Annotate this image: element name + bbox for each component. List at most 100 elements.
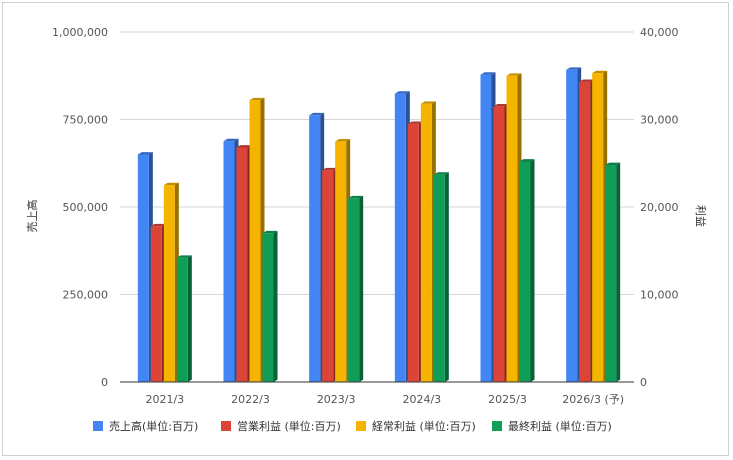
bar-front: [433, 174, 445, 382]
bar-side: [616, 162, 621, 382]
bar-front: [236, 147, 248, 382]
bar-top: [566, 67, 582, 70]
bar: [249, 97, 265, 382]
bar: [519, 159, 535, 382]
right-axis-ticks: 0 10,000 20,000 30,000 40,000: [640, 26, 679, 389]
bar-top: [163, 182, 179, 186]
bar: [605, 162, 621, 382]
legend-swatch: [221, 421, 231, 431]
bar-top: [309, 112, 325, 116]
x-tick-label: 2021/3: [145, 393, 184, 406]
legend-item: 売上高(単位:百万): [93, 419, 198, 433]
bar: [262, 230, 278, 382]
bar-front: [407, 123, 419, 382]
gridlines: [120, 31, 634, 295]
bar-top: [322, 167, 338, 171]
bar-front: [493, 106, 505, 382]
bar-top: [519, 159, 535, 162]
bar-side: [530, 159, 535, 382]
bar-top: [223, 138, 239, 142]
bar-top: [579, 79, 595, 82]
bar: [309, 112, 325, 383]
bar-top: [506, 73, 522, 76]
bar-side: [444, 172, 449, 382]
bar: [348, 195, 364, 382]
bar-front: [605, 165, 617, 382]
bar-top: [262, 230, 278, 234]
x-tick-label: 2024/3: [402, 393, 441, 406]
bar-front: [262, 233, 274, 382]
bar-side: [359, 195, 364, 382]
bar-front: [223, 141, 235, 382]
bar-top: [605, 162, 621, 165]
bar-top: [394, 91, 410, 94]
bar: [579, 79, 595, 382]
bar-top: [176, 255, 192, 258]
bar-top: [433, 172, 449, 175]
left-axis-title: 売上高: [25, 200, 39, 233]
bar-side: [187, 255, 192, 382]
legend-item: 最終利益 (単位:百万): [492, 419, 612, 433]
bar-front: [592, 73, 604, 382]
right-axis-title: 利益: [694, 205, 708, 227]
bar-top: [335, 138, 351, 142]
left-tick-label: 1,000,000: [52, 26, 108, 39]
bar: [433, 172, 449, 382]
legend-label: 営業利益 (単位:百万): [237, 419, 341, 433]
bar-front: [480, 74, 492, 382]
bar-top: [236, 145, 252, 148]
bar-top: [348, 195, 364, 199]
bar-front: [566, 69, 578, 383]
left-tick-label: 250,000: [63, 289, 109, 302]
legend-label: 最終利益 (単位:百万): [508, 419, 612, 433]
bar-top: [249, 97, 265, 101]
bars: [137, 67, 621, 383]
bar-front: [519, 161, 531, 382]
legend: 売上高(単位:百万) 営業利益 (単位:百万) 経常利益 (単位:百万) 最終利益 (…: [93, 419, 612, 433]
bar-top: [592, 70, 608, 74]
bar-front: [335, 141, 347, 382]
bar-top: [420, 101, 436, 104]
legend-swatch: [492, 421, 502, 431]
x-tick-label: 2025/3: [488, 393, 527, 406]
right-tick-label: 40,000: [640, 26, 679, 39]
legend-label: 経常利益 (単位:百万): [372, 419, 476, 433]
bar: [394, 91, 410, 382]
bar-front: [249, 100, 261, 382]
bar: [176, 255, 192, 382]
bar-front: [150, 226, 162, 382]
right-tick-label: 20,000: [640, 201, 679, 214]
bar-front: [137, 154, 149, 382]
bar-front: [309, 115, 321, 383]
bar-front: [420, 103, 432, 382]
left-tick-label: 0: [101, 376, 108, 389]
left-tick-label: 500,000: [63, 201, 109, 214]
bar: [506, 73, 522, 382]
bar-front: [579, 81, 591, 382]
bar: [493, 103, 509, 382]
bar-top: [150, 223, 166, 227]
legend-swatch: [93, 421, 103, 431]
bar: [566, 67, 582, 383]
bar-front: [348, 198, 360, 382]
bar-side: [273, 230, 278, 382]
bar: [322, 167, 338, 382]
bar-front: [176, 257, 188, 382]
legend-swatch: [356, 421, 366, 431]
right-tick-label: 10,000: [640, 289, 679, 302]
bar-top: [407, 121, 423, 124]
bar: [163, 182, 179, 382]
bar-front: [322, 170, 334, 382]
x-axis-ticks: 2021/3 2022/3 2023/3 2024/3 2025/3 2026/3 (予): [145, 393, 624, 406]
bar-front: [394, 93, 406, 382]
x-tick-label: 2026/3 (予): [562, 393, 624, 406]
x-tick-label: 2022/3: [231, 393, 270, 406]
right-tick-label: 30,000: [640, 114, 679, 127]
left-axis-ticks: 0 250,000 500,000 750,000 1,000,000: [52, 26, 108, 389]
bar: [137, 152, 153, 382]
bar: [150, 223, 166, 382]
bar-top: [480, 72, 496, 75]
bar: [480, 72, 496, 383]
bar: [420, 101, 436, 382]
